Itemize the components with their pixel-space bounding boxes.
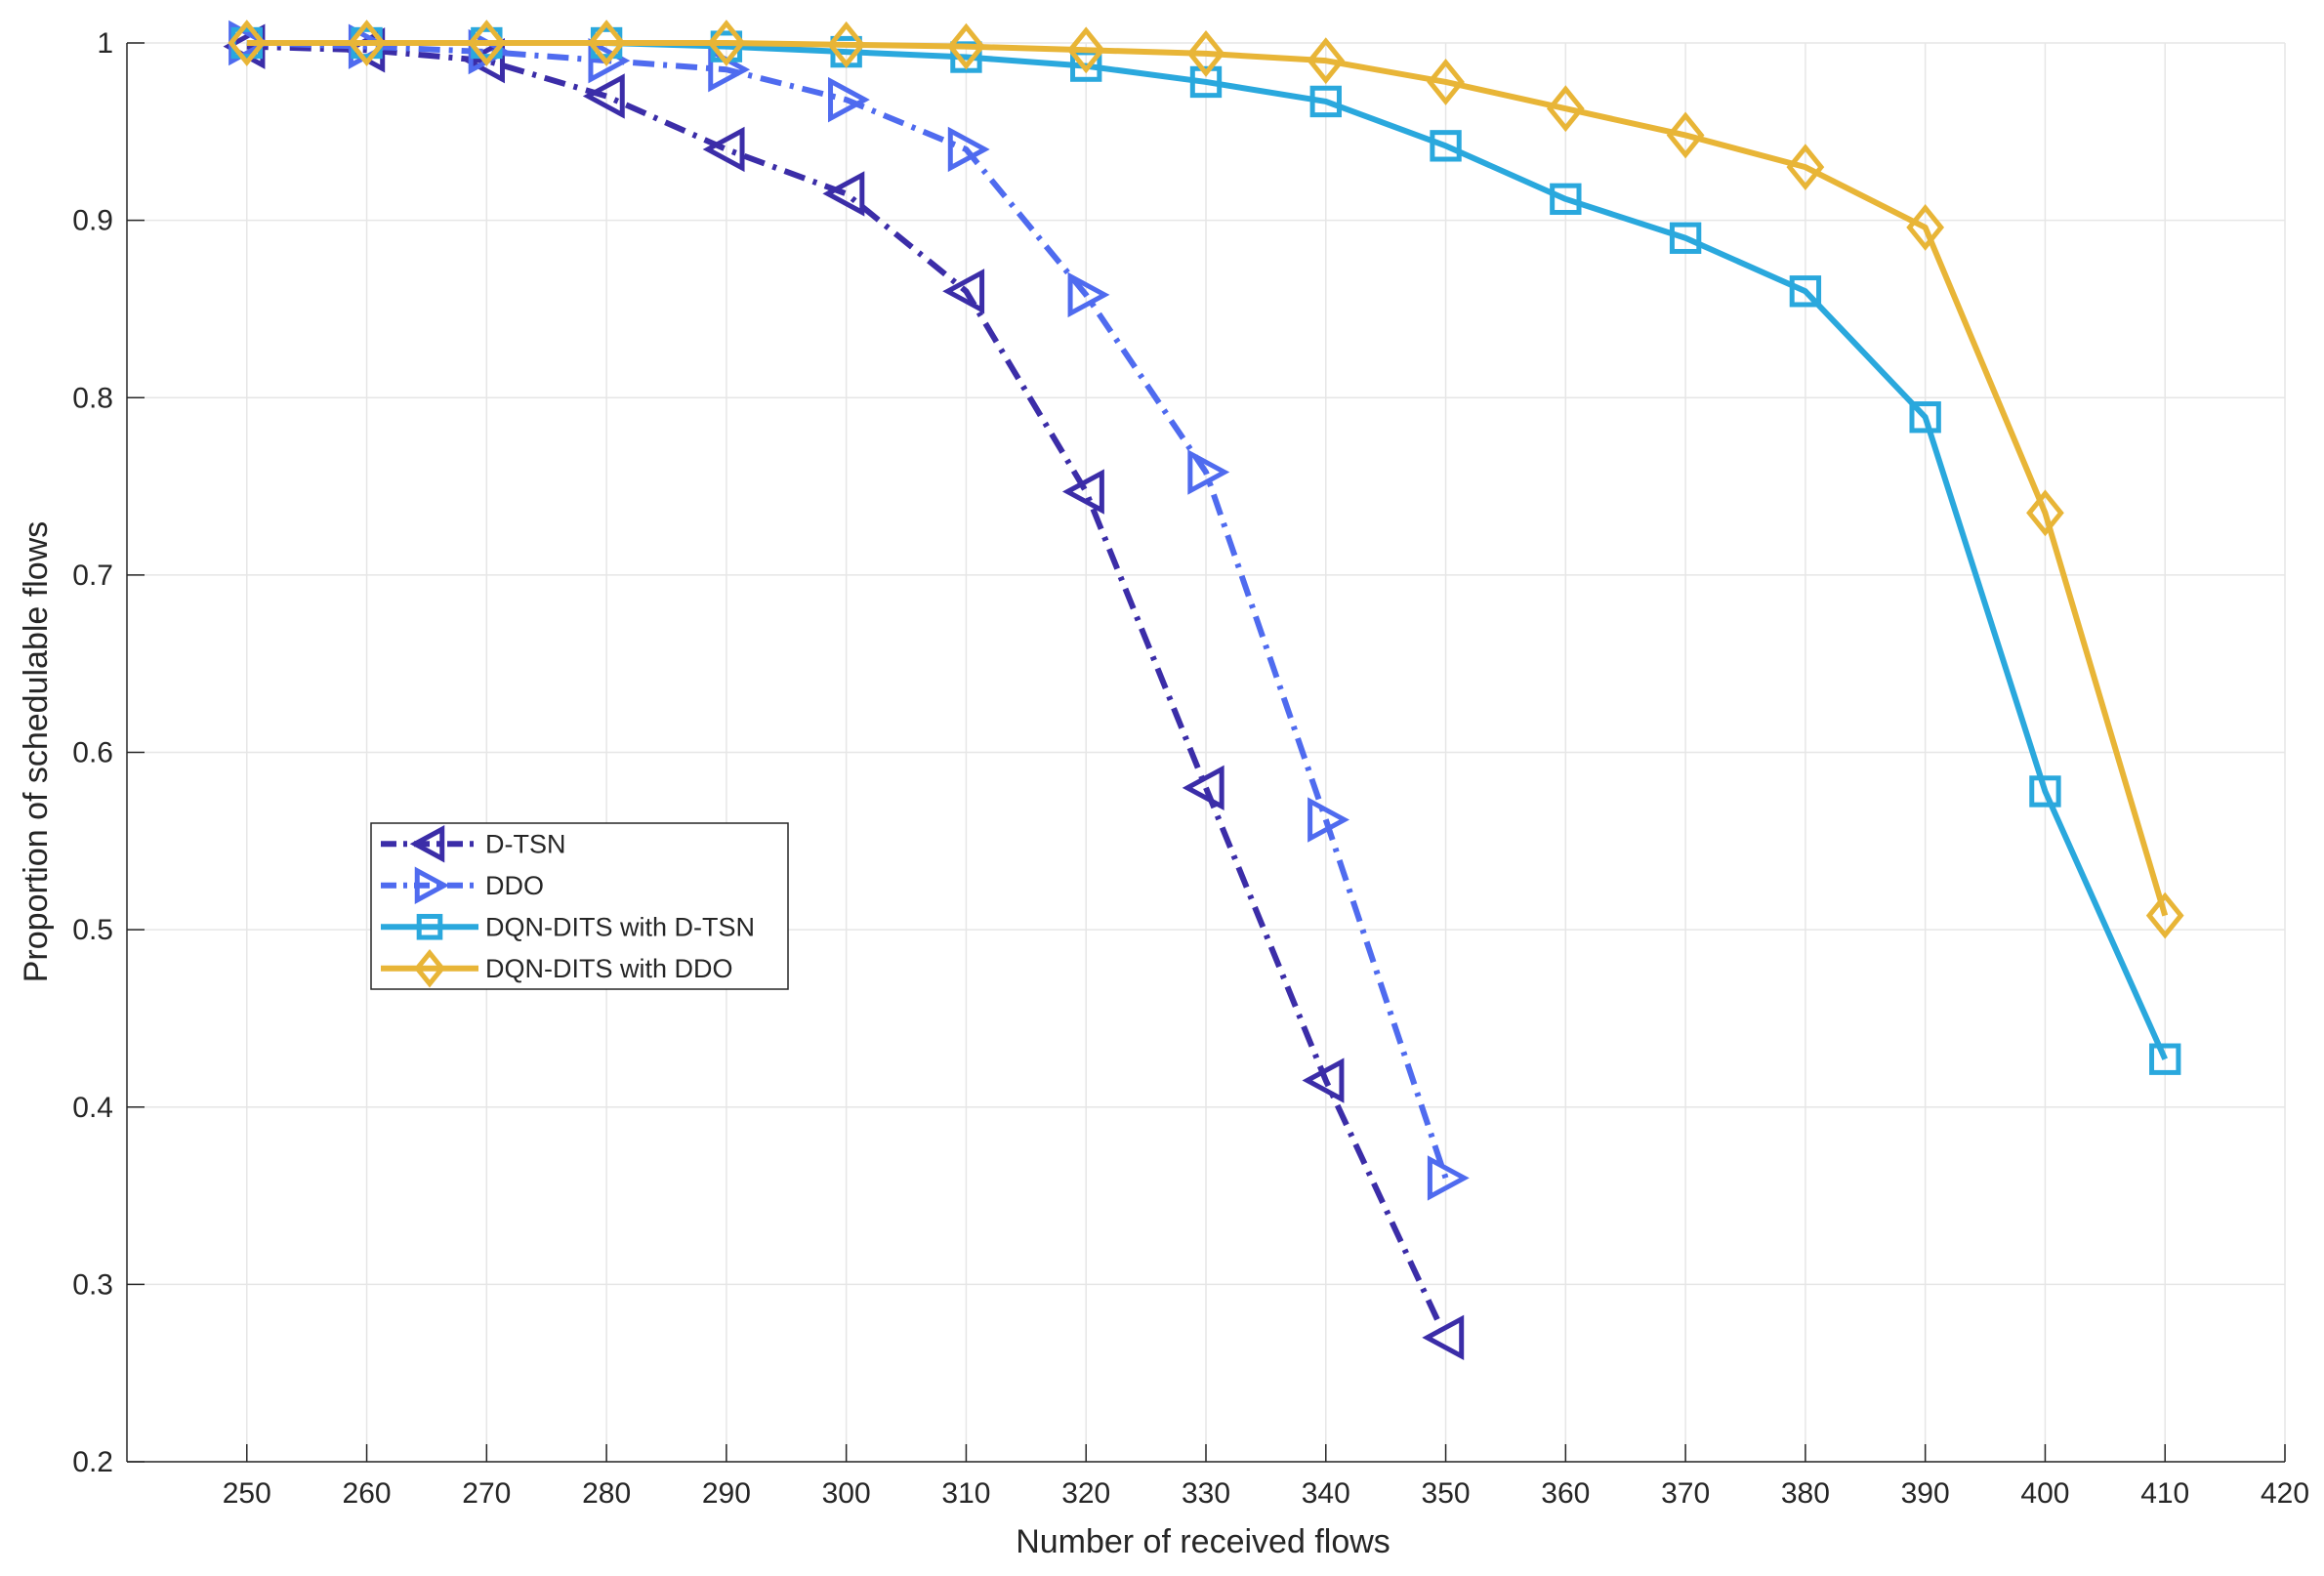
grid <box>127 42 2286 1463</box>
y-tick-label: 0.8 <box>72 382 113 414</box>
data-point-diamond-marker <box>1066 26 1105 74</box>
y-tick-label: 0.4 <box>72 1092 113 1124</box>
data-point-square-marker <box>1309 85 1342 118</box>
x-tick-label: 260 <box>343 1477 392 1510</box>
y-tick-label: 0.6 <box>72 737 113 769</box>
x-tick-label: 300 <box>822 1477 871 1510</box>
x-tick-label: 370 <box>1661 1477 1710 1510</box>
y-tick-label: 0.9 <box>72 205 113 237</box>
data-point-diamond-marker <box>2026 489 2064 537</box>
data-point-square-marker <box>1909 401 1941 434</box>
data-point-diamond-marker <box>1307 37 1346 85</box>
data-point-diamond-marker <box>2145 892 2184 939</box>
series-line <box>246 43 1449 1340</box>
series-d-tsn <box>223 23 1465 1361</box>
data-point-diamond-marker <box>1427 59 1465 105</box>
data-point-diamond-marker <box>827 21 866 68</box>
series-line <box>246 40 1449 1180</box>
data-point-diamond-marker <box>228 20 267 66</box>
series-line <box>246 40 2169 917</box>
data-point-square-marker <box>416 913 443 940</box>
x-tick-label: 320 <box>1061 1477 1110 1510</box>
y-tick-label: 0.2 <box>72 1446 113 1478</box>
series-dqn-dits-with-ddo <box>228 20 2184 939</box>
data-point-triangle-left-marker <box>409 825 445 863</box>
y-tick-label: 1 <box>97 27 113 60</box>
data-point-square-marker <box>1430 130 1462 162</box>
data-point-diamond-marker <box>1546 85 1585 133</box>
x-tick-label: 360 <box>1541 1477 1590 1510</box>
data-point-triangle-right-marker <box>1067 271 1110 318</box>
x-tick-label: 280 <box>582 1477 631 1510</box>
tick-labels: 250 260 270 280 290 300 310 320 330 340 350 360 370 3… <box>72 27 2309 1510</box>
legend-item: DQN-DITS with D-TSN <box>381 912 755 941</box>
data-point-diamond-marker <box>947 22 985 70</box>
data-point-diamond-marker <box>348 20 386 66</box>
data-point-triangle-left-marker <box>702 126 745 173</box>
y-tick-label: 0.7 <box>72 560 113 592</box>
x-tick-label: 400 <box>2020 1477 2069 1510</box>
x-tick-label: 340 <box>1302 1477 1350 1510</box>
data-point-triangle-left-marker <box>582 73 625 119</box>
x-tick-label: 250 <box>223 1477 271 1510</box>
y-tick-label: 0.5 <box>72 914 113 946</box>
data-point-diamond-marker <box>1666 111 1705 159</box>
y-tick-label: 0.3 <box>72 1268 113 1301</box>
data-point-square-marker <box>1550 183 1582 216</box>
data-point-square-marker <box>2029 775 2061 808</box>
data-point-triangle-left-marker <box>942 269 985 314</box>
data-point-diamond-marker <box>1906 203 1945 251</box>
x-tick-label: 330 <box>1182 1477 1230 1510</box>
data-point-square-marker <box>1189 65 1223 99</box>
legend-label: DQN-DITS with DDO <box>485 954 733 983</box>
data-point-triangle-right-marker <box>1427 1155 1470 1201</box>
data-point-triangle-right-marker <box>588 37 631 84</box>
x-tick-label: 420 <box>2261 1477 2309 1510</box>
x-tick-label: 380 <box>1781 1477 1830 1510</box>
data-point-diamond-marker <box>467 20 506 66</box>
data-point-diamond-marker <box>707 20 746 66</box>
legend-label: DQN-DITS with D-TSN <box>485 912 755 941</box>
x-tick-label: 390 <box>1901 1477 1950 1510</box>
legend-item: DQN-DITS with DDO <box>381 949 733 988</box>
data-point-triangle-left-marker <box>1061 469 1104 515</box>
data-point-triangle-left-marker <box>463 37 505 84</box>
data-point-triangle-left-marker <box>822 171 865 217</box>
y-axis-label: Proportion of schedulable flows <box>18 521 55 983</box>
data-point-triangle-right-marker <box>1187 449 1230 495</box>
data-point-square-marker <box>1789 275 1822 308</box>
series-group <box>223 20 2184 1361</box>
data-point-diamond-marker <box>1786 144 1825 191</box>
data-point-diamond-marker <box>414 949 445 988</box>
data-point-square-marker <box>1669 222 1702 254</box>
legend-label: D-TSN <box>485 829 566 858</box>
x-tick-label: 270 <box>462 1477 511 1510</box>
data-point-diamond-marker <box>587 20 626 66</box>
x-tick-label: 350 <box>1422 1477 1471 1510</box>
data-point-square-marker <box>2149 1043 2181 1075</box>
data-point-triangle-right-marker <box>947 126 990 173</box>
axes <box>126 42 2286 1463</box>
x-tick-label: 410 <box>2140 1477 2189 1510</box>
data-point-triangle-right-marker <box>828 76 870 123</box>
legend-item: D-TSN <box>381 825 566 863</box>
data-point-triangle-right-marker <box>1307 797 1350 843</box>
data-point-triangle-left-marker <box>1302 1058 1345 1103</box>
legend: D-TSN DDO DQN-DITS with D-TSN DQN-DITS with… <box>370 822 789 990</box>
data-point-triangle-left-marker <box>1422 1314 1465 1361</box>
x-tick-label: 290 <box>702 1477 751 1510</box>
x-tick-label: 310 <box>941 1477 990 1510</box>
legend-item: DDO <box>381 866 544 904</box>
data-point-triangle-left-marker <box>1182 765 1224 811</box>
data-point-diamond-marker <box>1186 29 1225 77</box>
data-point-triangle-right-marker <box>414 866 450 904</box>
x-axis-label: Number of received flows <box>1016 1523 1390 1560</box>
legend-label: DDO <box>485 871 544 900</box>
